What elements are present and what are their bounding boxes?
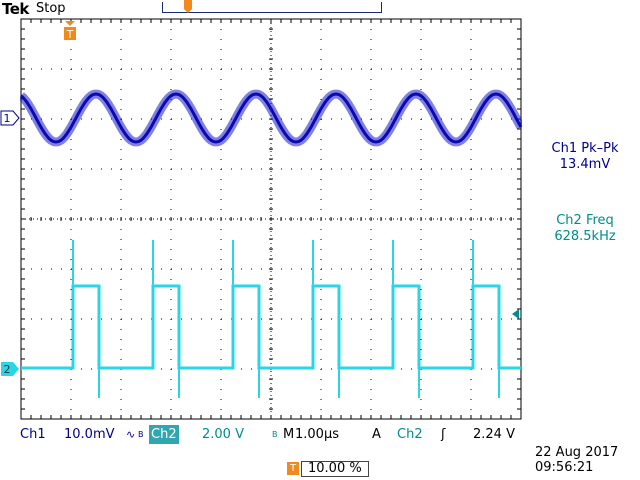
date-text: 22 Aug 2017: [535, 445, 619, 460]
ch2-measurement-label: Ch2 Freq: [556, 213, 614, 228]
trigger-time-marker-label: T: [66, 28, 74, 41]
ch2-ground-marker-icon[interactable]: 2: [0, 361, 20, 377]
acquisition-status: Stop: [36, 1, 66, 16]
timestamp: 22 Aug 2017 09:56:21: [535, 445, 618, 475]
trigger-time-marker-icon[interactable]: T: [63, 21, 77, 41]
trigger-position-marker-icon: [184, 0, 192, 13]
ch1-measurement: Ch1 Pk–Pk 13.4mV: [530, 141, 640, 173]
trigger-level-arrow-icon[interactable]: [510, 308, 520, 320]
trigger-position-value[interactable]: 10.00 %: [301, 461, 369, 477]
record-view-bar: [162, 2, 382, 13]
scope-display: [20, 18, 522, 420]
ch1-coupling-icon: ∿: [126, 428, 136, 441]
settings-bar: Ch1 10.0mV ∿ B Ch2 2.00 V B M 1.00µs A C…: [18, 425, 526, 444]
trigger-source[interactable]: Ch2: [397, 427, 423, 442]
ch2-measurement-value: 628.5kHz: [554, 229, 616, 244]
ch1-label[interactable]: Ch1: [20, 427, 46, 442]
graticule: [20, 18, 522, 420]
ch1-marker-label: 1: [4, 112, 11, 125]
ch1-bandwidth-limit-icon: B: [138, 430, 144, 439]
ch2-label[interactable]: Ch2: [149, 425, 179, 444]
trigger-level[interactable]: 2.24 V: [473, 427, 515, 442]
timebase-scale[interactable]: 1.00µs: [295, 427, 339, 442]
ch2-ringing-spikes: [72, 240, 500, 398]
ch2-measurement: Ch2 Freq 628.5kHz: [530, 213, 640, 245]
ch1-scale[interactable]: 10.0mV: [64, 427, 115, 442]
timebase-label: M: [283, 427, 295, 442]
ch1-ground-marker-icon[interactable]: 1: [0, 110, 20, 126]
ch2-scale[interactable]: 2.00 V: [202, 427, 244, 442]
brand-logo: Tek: [2, 0, 29, 18]
trigger-position-readout: T 10.00 %: [287, 461, 369, 477]
ch2-marker-label: 2: [4, 363, 11, 376]
time-text: 09:56:21: [535, 460, 594, 475]
trigger-position-icon: T: [287, 462, 299, 475]
trigger-slope-icon[interactable]: ʃ: [441, 427, 446, 442]
trigger-mode[interactable]: A: [372, 427, 381, 442]
ch1-measurement-value: 13.4mV: [559, 157, 611, 172]
ch2-bandwidth-limit-icon: B: [272, 430, 278, 439]
ch1-measurement-label: Ch1 Pk–Pk: [551, 141, 619, 156]
ch1-waveform-core: [20, 92, 522, 144]
ch2-waveform: [21, 284, 521, 370]
